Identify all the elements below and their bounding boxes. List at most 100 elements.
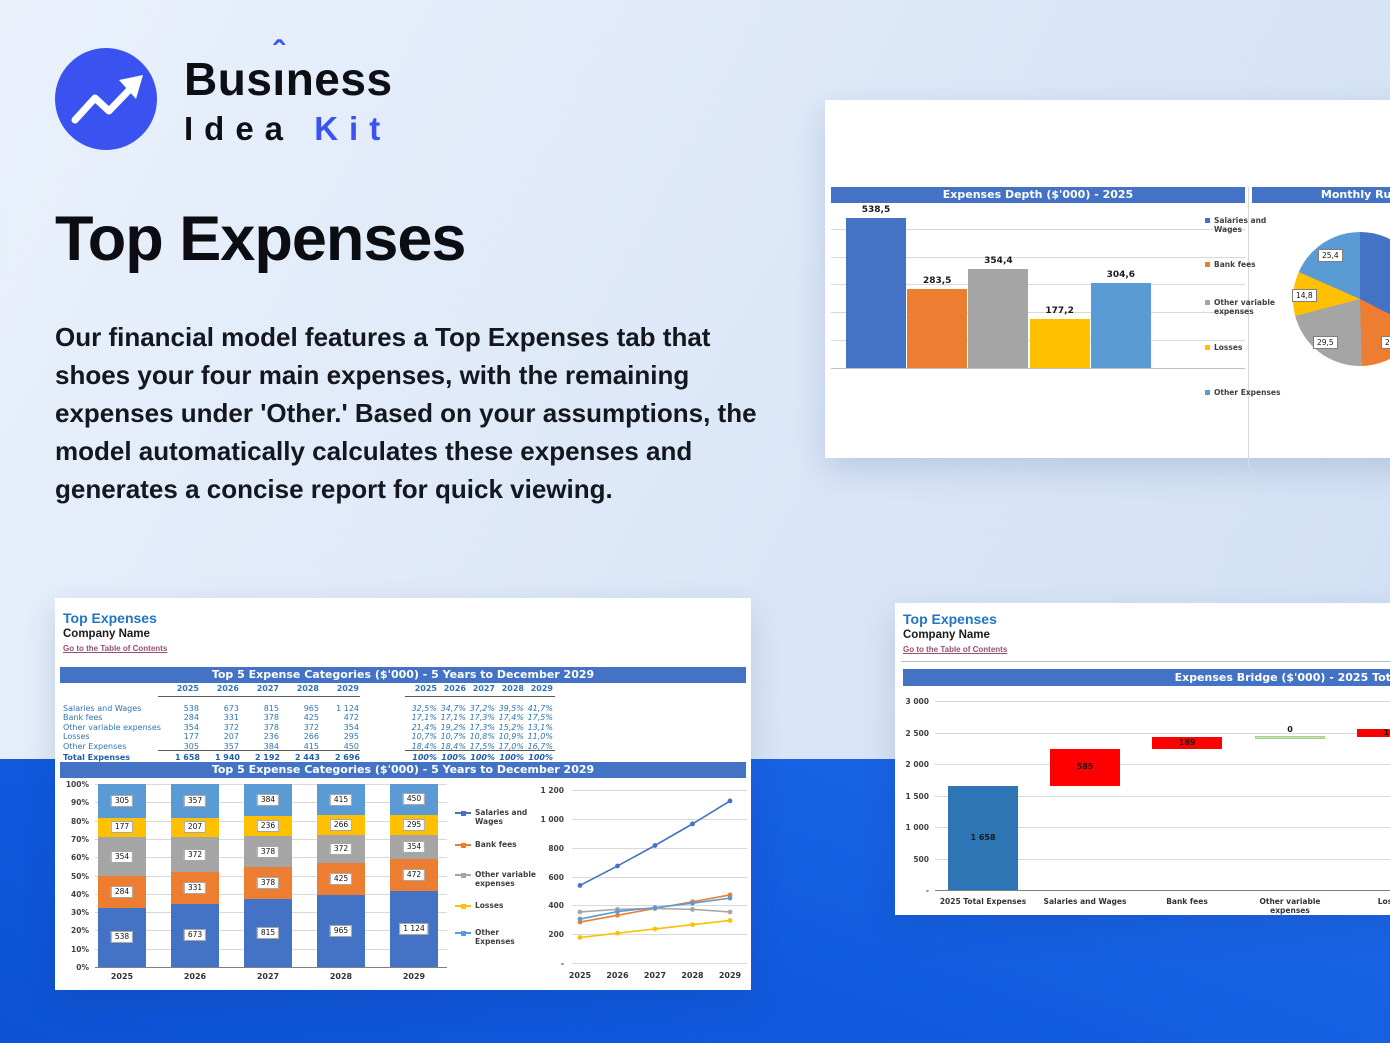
- segment-label: 538: [110, 931, 134, 944]
- stack-segment: [317, 894, 365, 967]
- table-header-bar: Top 5 Expense Categories ($'000) - 5 Yea…: [60, 667, 746, 683]
- data-label: 118: [1383, 728, 1390, 738]
- stack-segment: [390, 814, 438, 835]
- legend-label: Salaries and Wages: [1214, 216, 1267, 234]
- segment-label: 331: [183, 881, 207, 894]
- divider-rule: [901, 661, 1390, 662]
- x-category: Salaries and Wages: [1043, 897, 1127, 906]
- y-tick: -: [925, 886, 929, 895]
- gridline: [95, 875, 447, 877]
- table-cell: 2 443: [294, 752, 320, 762]
- legend-marker-square: [461, 842, 466, 848]
- gridline: [95, 802, 447, 804]
- legend-item: Other variable expenses: [455, 870, 545, 888]
- table-cell: 17,3%: [469, 722, 495, 732]
- table-cell: 1 124: [336, 704, 359, 713]
- x-category: 2025: [568, 971, 592, 980]
- pie-slice-label: 23,6: [1381, 336, 1390, 349]
- expenses-bridge-card: Top Expenses Company Name Go to the Tabl…: [895, 603, 1390, 915]
- stack-segment: [171, 872, 219, 904]
- data-label: 0: [1287, 725, 1293, 735]
- table-cell: 2 192: [254, 752, 280, 762]
- legend-marker: [455, 842, 471, 848]
- table-cell: 17,1%: [440, 713, 466, 723]
- segment-label: 965: [329, 924, 353, 937]
- legend-item: Losses: [1205, 343, 1300, 352]
- data-label: 283,5: [922, 276, 952, 287]
- segment-label: 295: [402, 818, 426, 831]
- table-cell: 17,1%: [411, 713, 437, 723]
- table-of-contents-link[interactable]: Go to the Table of Contents: [63, 644, 168, 653]
- brand-logo: [55, 48, 157, 150]
- table-cell: 11,0%: [527, 732, 553, 742]
- data-label: 354,4: [984, 256, 1013, 267]
- chart-header-bar: Top 5 Expense Categories ($'000) - 5 Yea…: [60, 762, 746, 778]
- stack-segment: [317, 835, 365, 863]
- line-series-svg: [577, 798, 733, 940]
- y-tick: 50%: [71, 871, 89, 881]
- data-label: 585: [1076, 762, 1094, 772]
- legend-marker: [455, 903, 471, 909]
- table-cell: 177: [183, 732, 199, 742]
- brand-line2: Idea Kit: [184, 110, 392, 147]
- segment-label: 305: [110, 794, 134, 807]
- stack-segment: [390, 858, 438, 891]
- table-cell: 41,7%: [527, 704, 553, 713]
- axis-baseline: [95, 967, 447, 968]
- segment-label: 207: [183, 821, 207, 834]
- table-cell: 18,4%: [440, 741, 466, 751]
- table-cell: 18,4%: [411, 741, 437, 751]
- chart-legend: Salaries and Wages Bank fees Other variabl…: [455, 598, 545, 990]
- bar-3: [1029, 318, 1090, 368]
- table-cell: 15,2%: [498, 722, 524, 732]
- segment-label: 415: [329, 793, 353, 806]
- y-tick: 2 000: [905, 760, 930, 769]
- legend-marker-square: [461, 930, 466, 936]
- table-cell: 284: [183, 713, 199, 723]
- row-label: Other variable expenses: [63, 722, 161, 732]
- row-label: Salaries and Wages: [63, 704, 142, 713]
- table-cell: 39,5%: [498, 704, 524, 713]
- legend-marker-square: [461, 810, 466, 816]
- table-cell: 266: [303, 732, 319, 742]
- table-cell: 965: [303, 704, 319, 713]
- segment-label: 372: [329, 842, 353, 855]
- gridline: [95, 912, 447, 914]
- table-cell: 450: [343, 741, 359, 751]
- table-cell: 2028: [501, 684, 524, 693]
- stack-segment: [390, 784, 438, 815]
- table-cell: 19,2%: [440, 722, 466, 732]
- stack-segment: [244, 784, 292, 817]
- stack-segment: [98, 876, 146, 908]
- y-tick: 40%: [71, 889, 89, 899]
- stack-segment: [390, 834, 438, 859]
- table-cell: 2026: [216, 684, 239, 693]
- legend-item: Other Expenses: [455, 928, 545, 946]
- table-cell: 331: [223, 713, 239, 723]
- table-cell: 100%: [412, 752, 437, 762]
- gridline: [95, 857, 447, 859]
- legend-marker: [455, 810, 471, 816]
- table-cell: 425: [303, 713, 319, 723]
- header-underline: [158, 696, 360, 697]
- waterfall-connector: [1255, 736, 1325, 740]
- stack-segment: [244, 867, 292, 899]
- y-tick: 1 000: [905, 823, 930, 832]
- legend-item: Losses: [455, 901, 545, 910]
- y-tick: 30%: [71, 908, 89, 918]
- pie-slice-label: 25,4: [1318, 249, 1343, 262]
- table-cell: 10,7%: [411, 732, 437, 742]
- legend-marker: [1205, 345, 1210, 350]
- table-of-contents-link[interactable]: Go to the Table of Contents: [903, 645, 1008, 654]
- x-category: 2026: [606, 971, 629, 980]
- table-cell: 2027: [472, 684, 495, 693]
- legend-label: Losses: [475, 901, 504, 910]
- x-category: Bank fees: [1166, 897, 1208, 906]
- gridline: [572, 963, 747, 964]
- header-underline: [405, 696, 555, 697]
- y-tick: 500: [913, 854, 929, 864]
- stacked-bar-chart: 100% 90% 80% 70% 60% 50% 40% 30% 20% 10% 0% 538 284 3…: [55, 598, 751, 990]
- stack-segment: [317, 862, 365, 895]
- table-cell: 354: [343, 722, 359, 732]
